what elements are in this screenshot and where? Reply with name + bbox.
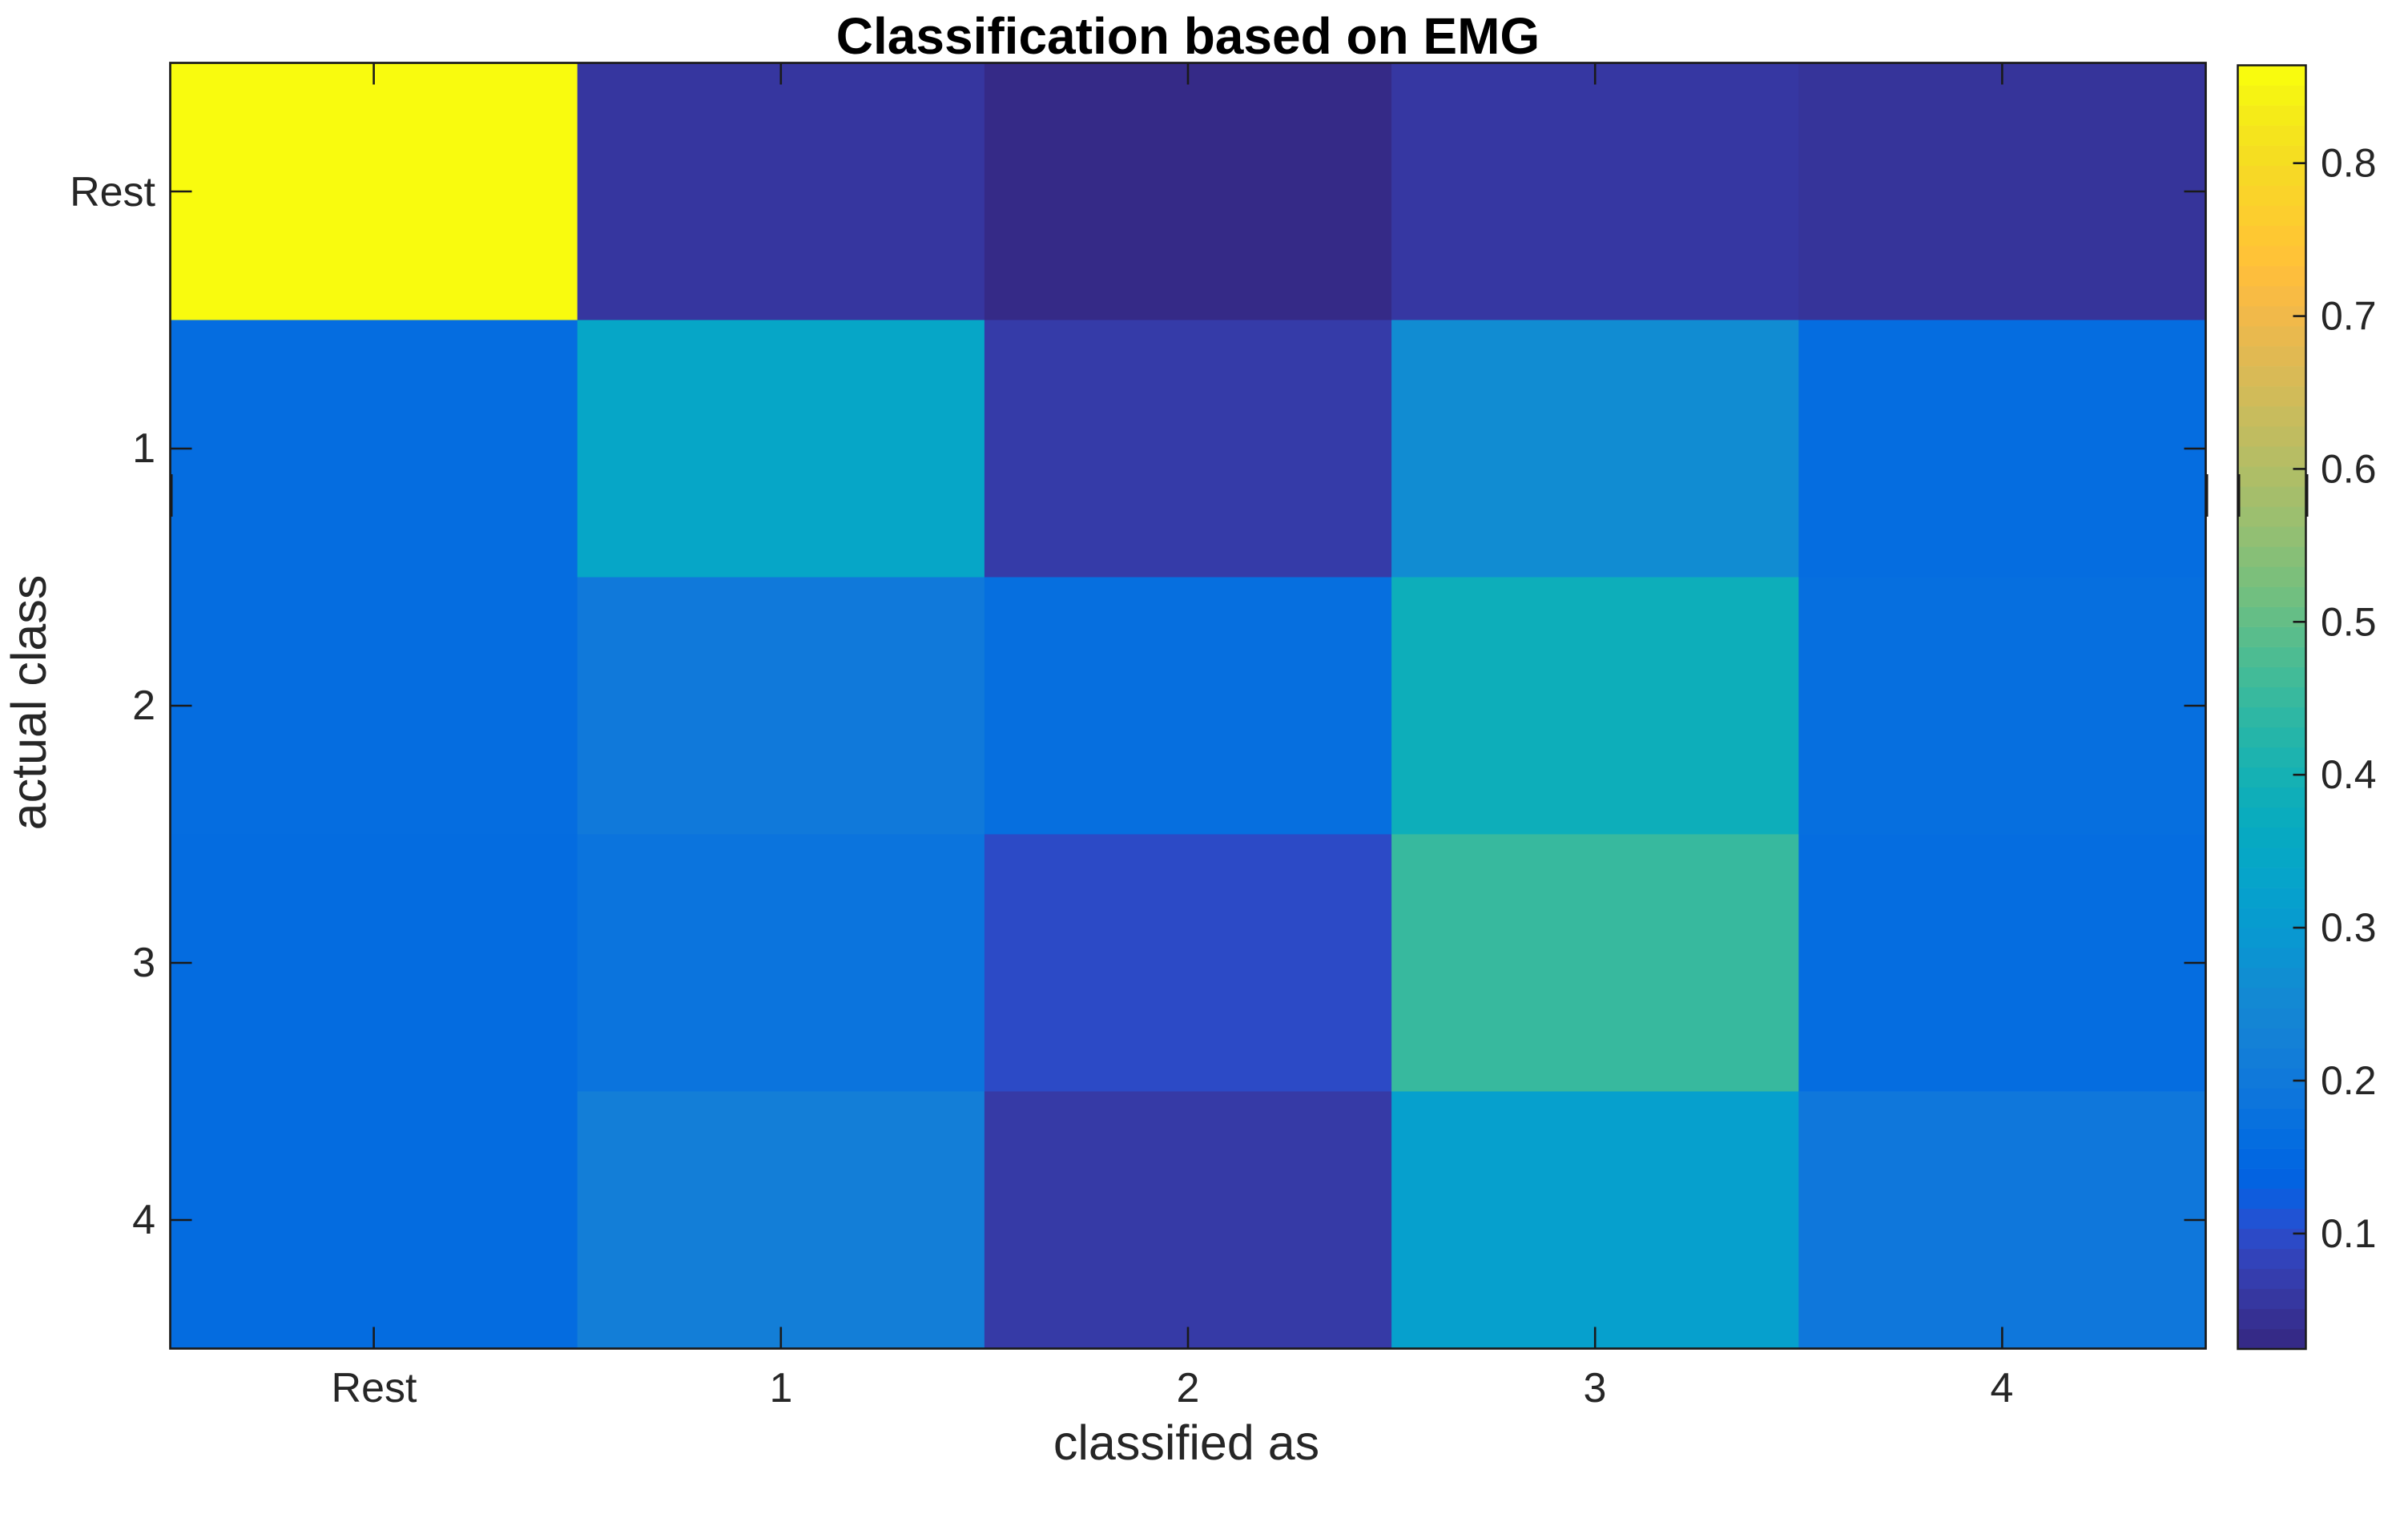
svg-text:0.3: 0.3 [2321, 905, 2377, 950]
svg-text:3: 3 [1584, 1365, 1607, 1411]
svg-text:0.1: 0.1 [2321, 1211, 2377, 1256]
svg-text:0.7: 0.7 [2321, 294, 2377, 339]
svg-text:3: 3 [132, 940, 155, 986]
svg-text:0.2: 0.2 [2321, 1058, 2377, 1103]
svg-text:0.4: 0.4 [2321, 752, 2377, 797]
svg-text:1: 1 [132, 425, 155, 472]
svg-text:0.6: 0.6 [2321, 446, 2377, 491]
svg-text:actual class: actual class [2, 575, 56, 831]
svg-text:Rest: Rest [332, 1365, 417, 1411]
svg-text:Classification based on EMG: Classification based on EMG [836, 7, 1540, 65]
svg-text:4: 4 [132, 1197, 155, 1243]
svg-text:0.8: 0.8 [2321, 141, 2377, 186]
svg-text:0.5: 0.5 [2321, 599, 2377, 644]
svg-text:2: 2 [132, 682, 155, 729]
svg-text:Rest: Rest [70, 169, 155, 215]
svg-text:4: 4 [1991, 1365, 2014, 1411]
svg-text:1: 1 [770, 1365, 793, 1411]
svg-text:2: 2 [1177, 1365, 1200, 1411]
svg-text:classified as: classified as [1053, 1415, 1319, 1470]
